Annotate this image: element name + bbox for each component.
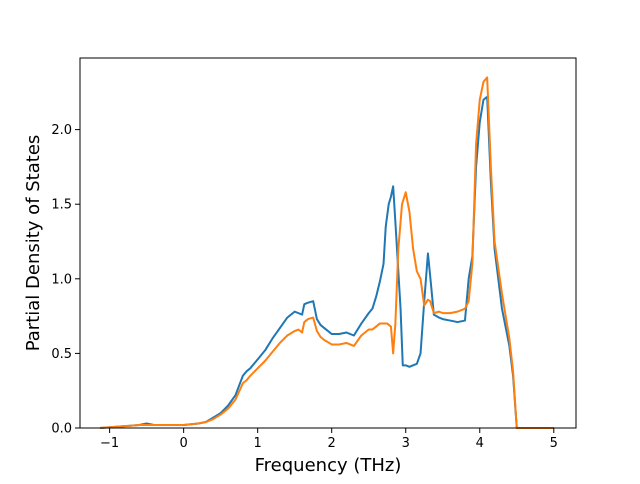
series-line-1 <box>99 95 554 429</box>
y-axis-label: Partial Density of States <box>23 135 44 352</box>
x-tick-label: 5 <box>550 436 558 451</box>
y-tick-label: 1.5 <box>51 198 72 213</box>
y-tick-label: 2.0 <box>51 123 72 138</box>
y-tick-label: 1.0 <box>51 272 72 287</box>
series-layer <box>99 76 554 429</box>
y-tick-label: 0.5 <box>51 347 72 362</box>
x-tick-label: 0 <box>180 436 188 451</box>
series-line-2 <box>99 76 554 429</box>
x-tick-label: 1 <box>254 436 262 451</box>
y-tick-label: 0.0 <box>51 422 72 437</box>
x-tick-label: 4 <box>476 436 484 451</box>
x-axis-label: Frequency (THz) <box>255 455 402 476</box>
x-tick-label: 2 <box>328 436 336 451</box>
x-tick-label: 3 <box>402 436 410 451</box>
x-tick-label: −1 <box>100 436 119 451</box>
x-ticks: −1 0 1 2 3 4 5 <box>100 428 558 451</box>
y-ticks: 0.0 0.5 1.0 1.5 2.0 <box>51 123 80 437</box>
plot-frame <box>79 57 577 429</box>
